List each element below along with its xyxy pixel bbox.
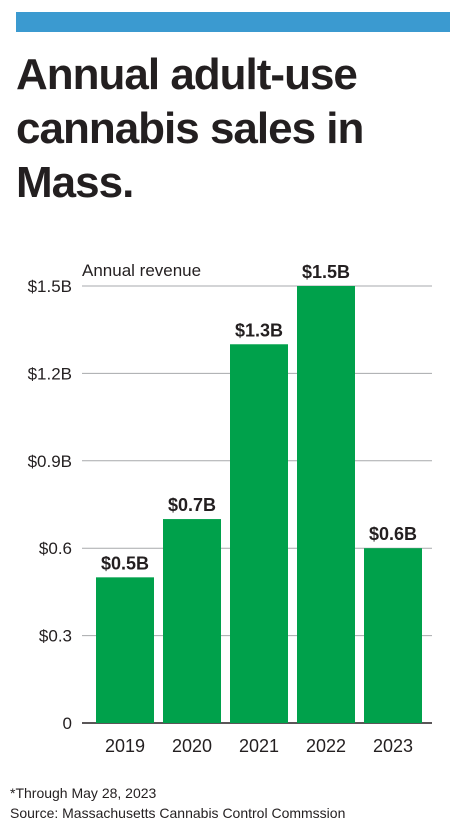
bar-value-label: $0.5B bbox=[101, 553, 149, 573]
bar bbox=[364, 548, 422, 723]
source-note: Source: Massachusetts Cannabis Control C… bbox=[10, 805, 346, 821]
y-tick-label: $0.9B bbox=[28, 452, 72, 471]
bar-value-label: $1.3B bbox=[235, 320, 283, 340]
bar bbox=[297, 286, 355, 723]
y-tick-label: $1.5B bbox=[28, 277, 72, 296]
y-tick-label: $1.2B bbox=[28, 364, 72, 383]
bar-value-label: $0.6B bbox=[369, 524, 417, 544]
x-tick-label: 2022 bbox=[306, 736, 346, 756]
chart-title: Annual adult-use cannabis sales in Mass. bbox=[16, 50, 364, 207]
accent-bar bbox=[16, 12, 450, 32]
bar bbox=[230, 344, 288, 723]
bar-value-label: $0.7B bbox=[168, 495, 216, 515]
bar bbox=[163, 519, 221, 723]
bar-value-label: $1.5B bbox=[302, 262, 350, 282]
x-tick-label: 2023 bbox=[373, 736, 413, 756]
x-tick-label: 2021 bbox=[239, 736, 279, 756]
y-tick-label: $0.3 bbox=[39, 627, 72, 646]
y-tick-label: 0 bbox=[63, 714, 72, 733]
y-tick-label: $0.6 bbox=[39, 539, 72, 558]
bar bbox=[96, 577, 154, 723]
footnote: *Through May 28, 2023 bbox=[10, 785, 157, 801]
y-axis-label: Annual revenue bbox=[82, 261, 201, 280]
x-tick-label: 2019 bbox=[105, 736, 145, 756]
bar-chart: 0 $0.3 $0.6 $0.9B $1.2B $1.5B Annual revenue $0… bbox=[28, 261, 432, 756]
x-tick-label: 2020 bbox=[172, 736, 212, 756]
